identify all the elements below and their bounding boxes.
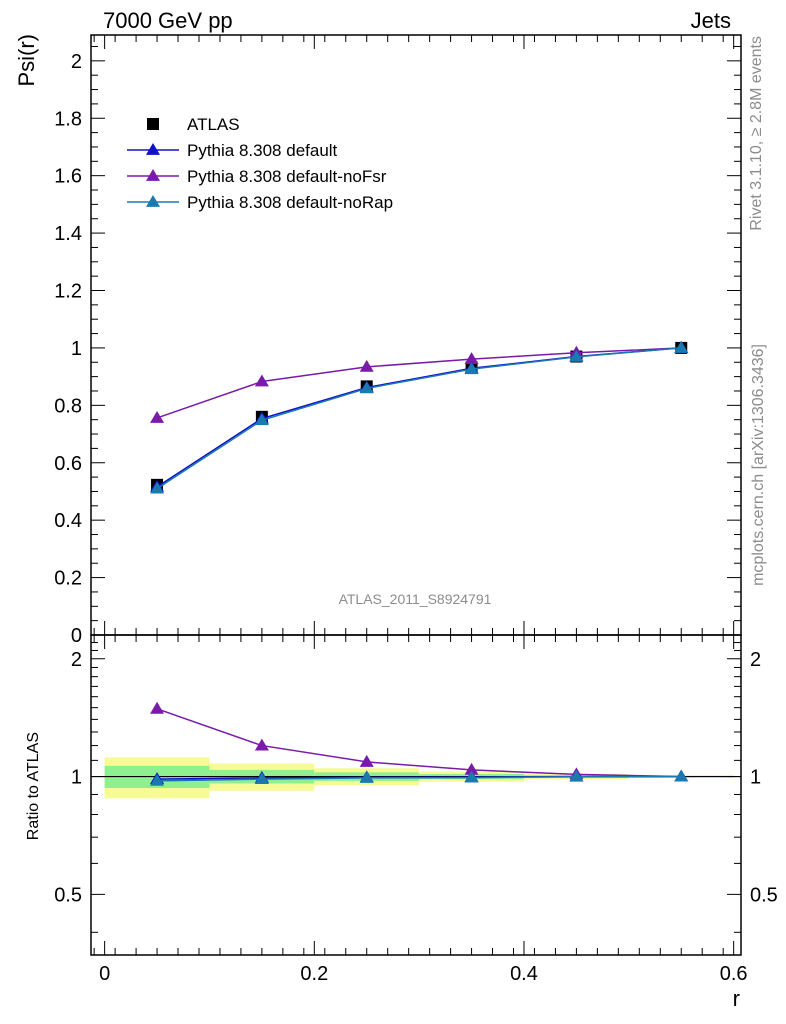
ratio-point-nofsr	[254, 738, 269, 751]
ratio-ylabel: Ratio to ATLAS	[25, 732, 42, 840]
ratio-ytick-label-right: 0.5	[750, 884, 778, 906]
header-right-label: Jets	[691, 8, 731, 33]
main-ytick-label: 0.4	[54, 510, 82, 532]
main-point-norap	[674, 340, 689, 353]
main-point-norap	[150, 481, 165, 494]
ratio-point-nofsr	[150, 701, 165, 714]
main-ytick-label: 1.6	[54, 166, 82, 188]
series-layer	[150, 340, 689, 786]
main-point-norap	[359, 381, 374, 394]
main-ylabel: Psi(r)	[14, 34, 39, 87]
ratio-point-norap	[569, 769, 584, 782]
ratio-xtick-label: 0.6	[720, 963, 748, 985]
main-ytick-label: 1.2	[54, 281, 82, 303]
ratio-line-nofsr	[156, 708, 682, 778]
main-line-nofsr	[156, 347, 682, 419]
main-ytick-label: 0	[71, 625, 82, 647]
rivet-label: Rivet 3.1.10, ≥ 2.8M events	[748, 36, 765, 231]
main-ytick-label: 0.2	[54, 568, 82, 590]
analysis-watermark: ATLAS_2011_S8924791	[339, 591, 492, 607]
main-point-nofsr	[254, 374, 269, 387]
main-ytick-label: 1.4	[54, 223, 82, 245]
legend-label-nofsr: Pythia 8.308 default-noFsr	[187, 167, 387, 186]
main-ytick-label: 1.8	[54, 108, 82, 130]
legend-marker-norap	[146, 195, 160, 207]
ratio-xtick-label: 0.2	[300, 963, 328, 985]
legend: ATLAS Pythia 8.308 default Pythia 8.308 de…	[127, 115, 393, 212]
main-point-nofsr	[359, 359, 374, 372]
ratio-xtick-label: 0.4	[510, 963, 538, 985]
ratio-ytick-label-left: 1	[71, 767, 82, 789]
ratio-xtick-label: 0	[99, 963, 110, 985]
axes-ticks: 00.20.40.60.811.21.41.61.820 0.2 0.4 0.60.5…	[54, 35, 778, 985]
main-point-nofsr	[464, 352, 479, 365]
mcplots-label: mcplots.cern.ch [arXiv:1306.3436]	[750, 344, 767, 586]
ratio-point-norap	[150, 773, 165, 786]
main-point-norap	[569, 349, 584, 362]
legend-marker-nofsr	[146, 169, 160, 181]
ratio-point-nofsr	[464, 762, 479, 775]
ratio-ytick-label-left: 0.5	[54, 884, 82, 906]
ratio-ytick-label-left: 2	[71, 649, 82, 671]
ratio-point-norap	[359, 770, 374, 783]
main-point-norap	[254, 413, 269, 426]
main-line-default	[156, 347, 682, 488]
main-line-norap	[156, 347, 682, 490]
legend-label-norap: Pythia 8.308 default-noRap	[187, 193, 393, 212]
ratio-point-nofsr	[359, 754, 374, 767]
ratio-ytick-label-right: 2	[750, 649, 761, 671]
ratio-ytick-label-right: 1	[750, 767, 761, 789]
ratio-xlabel: r	[733, 986, 740, 1011]
ratio-point-norap	[674, 769, 689, 782]
legend-marker-atlas	[147, 118, 159, 130]
legend-label-default: Pythia 8.308 default	[187, 141, 338, 160]
header-left-label: 7000 GeV pp	[103, 8, 233, 33]
ratio-point-norap	[464, 770, 479, 783]
ratio-line-norap	[157, 775, 682, 782]
main-ytick-label: 2	[71, 51, 82, 73]
ratio-point-norap	[254, 772, 269, 785]
legend-marker-default	[146, 143, 160, 155]
main-ytick-label: 0.6	[54, 453, 82, 475]
ratio-frame	[90, 634, 742, 956]
main-point-nofsr	[150, 410, 165, 423]
legend-label-atlas: ATLAS	[187, 115, 240, 134]
main-point-norap	[464, 362, 479, 375]
main-ytick-label: 1	[71, 338, 82, 360]
main-ytick-label: 0.8	[54, 395, 82, 417]
